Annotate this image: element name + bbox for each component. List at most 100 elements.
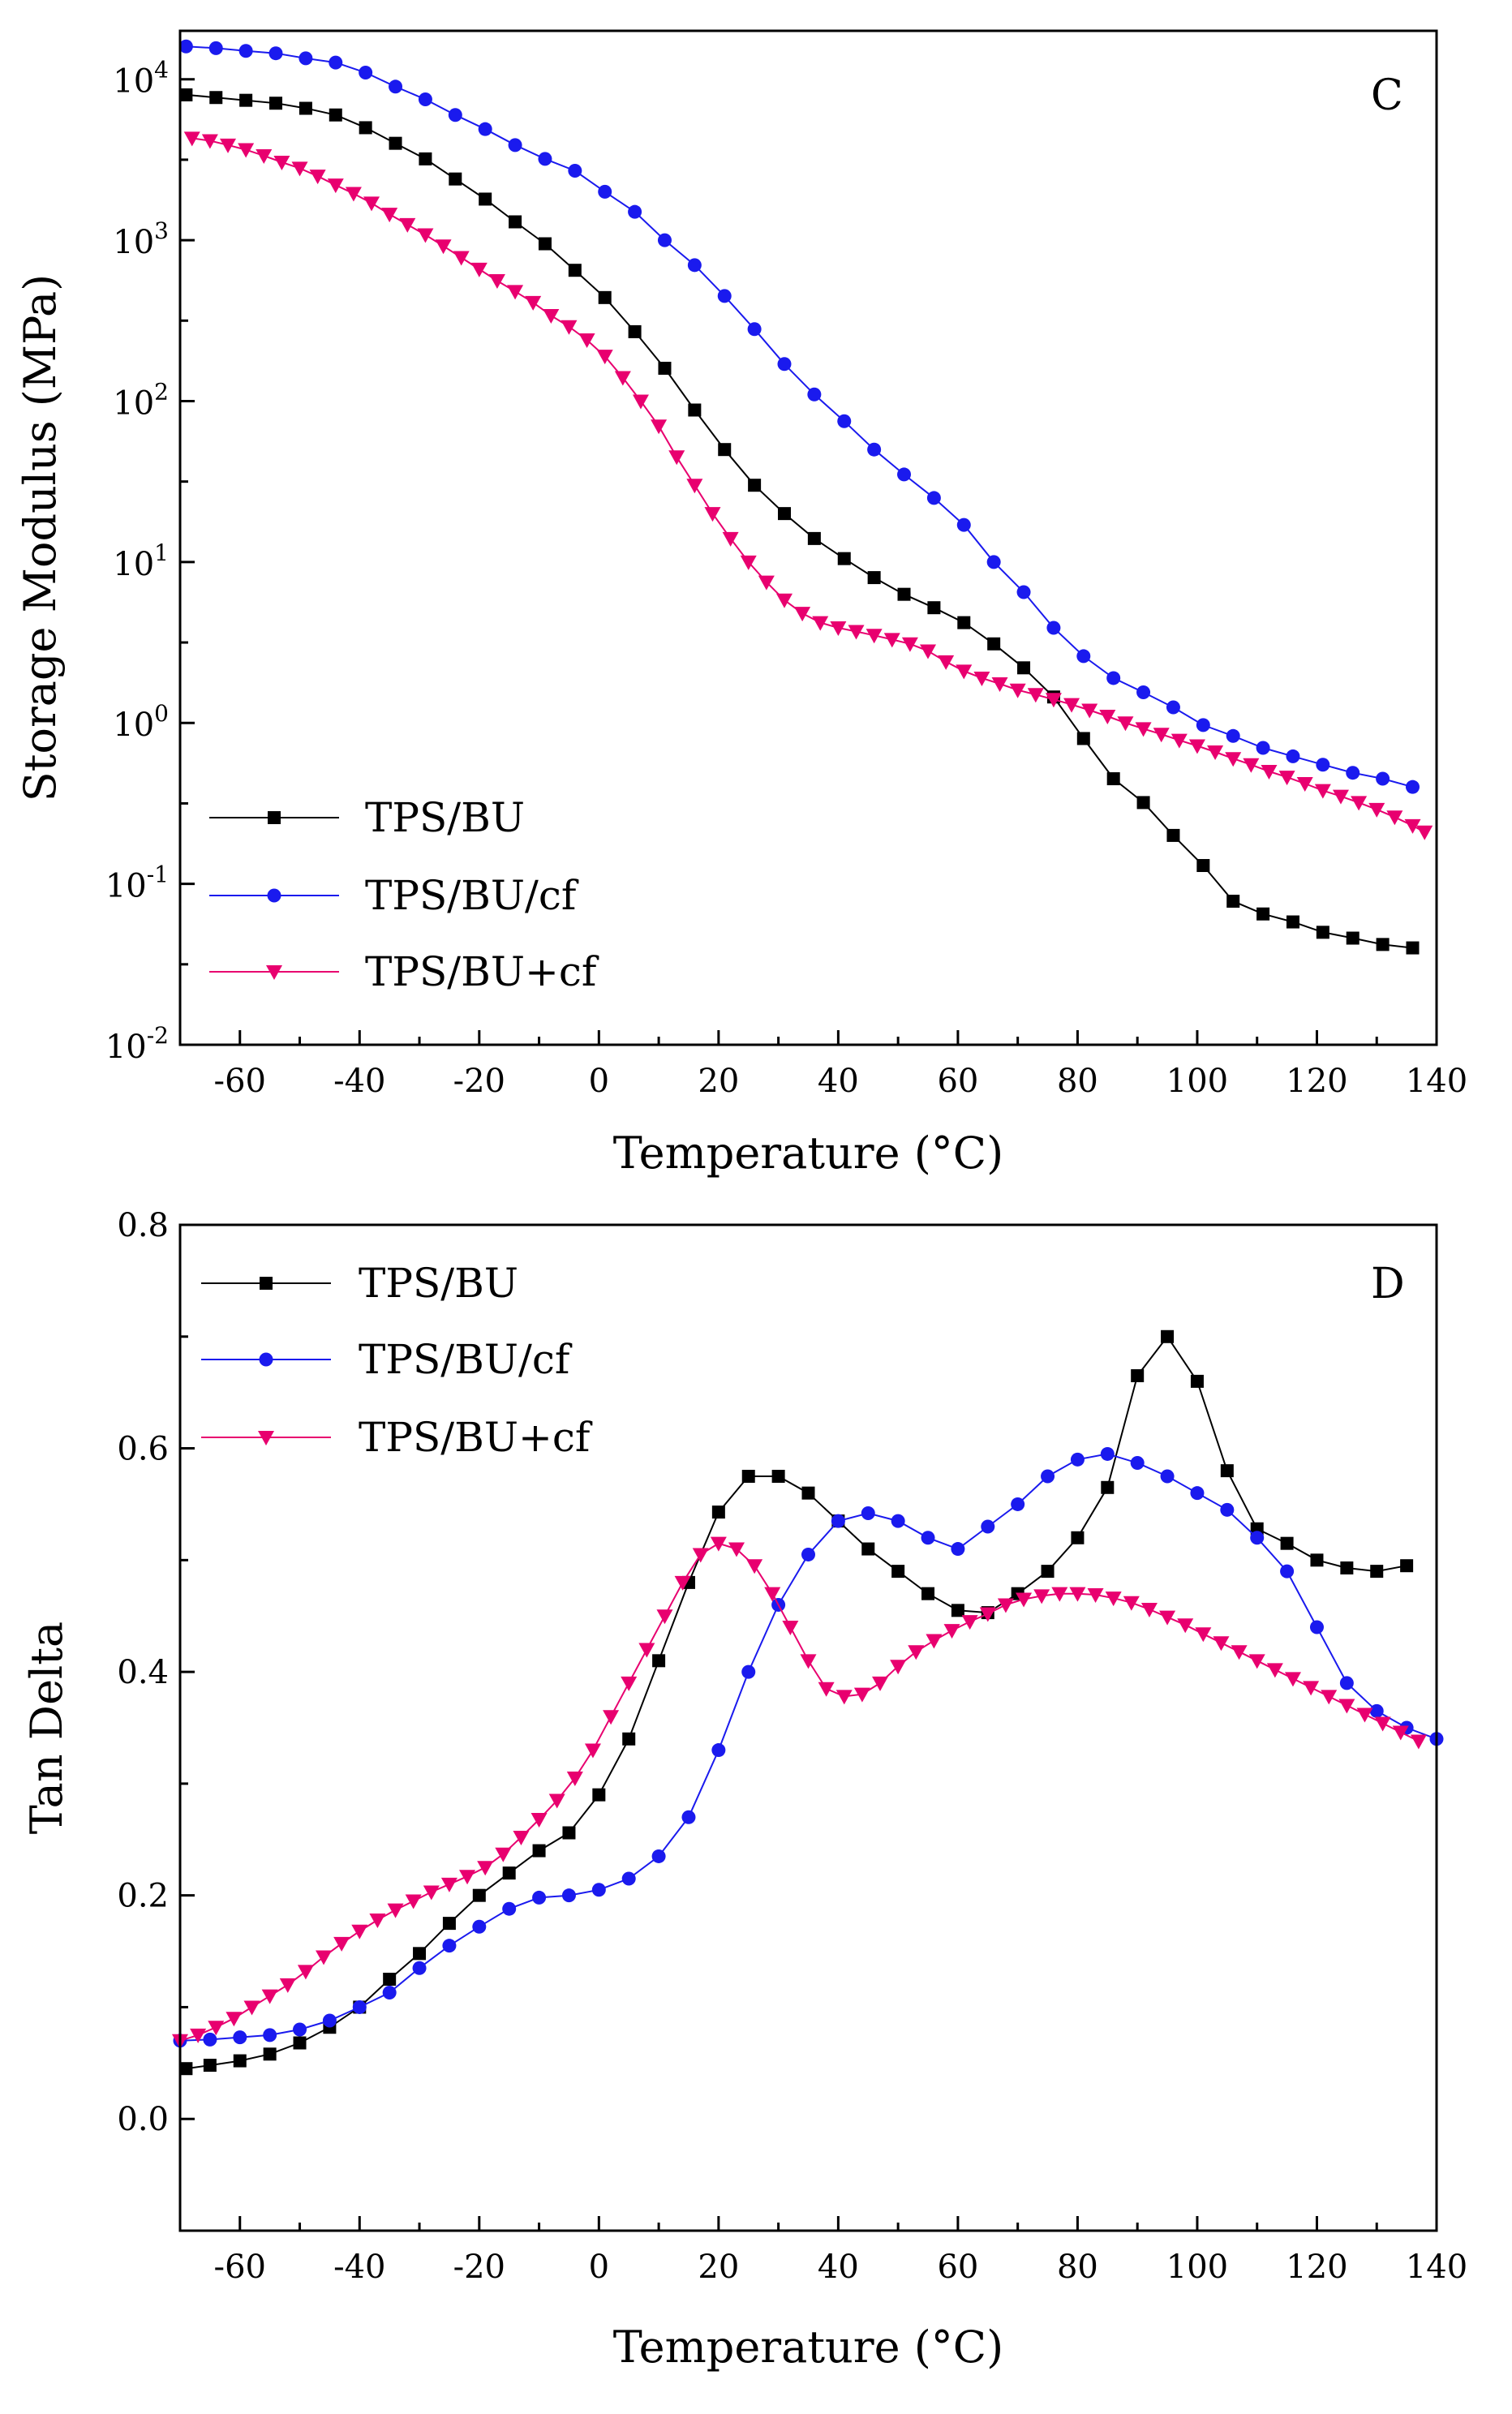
data-point-tps-bu-plus-cf bbox=[848, 625, 865, 640]
data-point-tps-bu-cf bbox=[1220, 1502, 1235, 1517]
data-point-tps-bu-cf bbox=[268, 46, 283, 61]
legend-marker-tps-bu bbox=[268, 811, 281, 824]
data-point-tps-bu-plus-cf bbox=[1225, 752, 1242, 767]
series-points-tps-bu bbox=[179, 88, 1420, 955]
data-point-tps-bu-plus-cf bbox=[369, 1913, 386, 1928]
data-point-tps-bu-plus-cf bbox=[1374, 1716, 1391, 1732]
data-point-tps-bu-plus-cf bbox=[853, 1687, 870, 1703]
data-point-tps-bu-cf bbox=[322, 2013, 337, 2028]
data-point-tps-bu-cf bbox=[861, 1506, 875, 1520]
legend-marker-tps-bu-plus-cf bbox=[266, 965, 282, 980]
y-tick-exponent: -2 bbox=[147, 1022, 169, 1049]
data-point-tps-bu bbox=[383, 1973, 397, 1986]
tan-delta-plot-frame bbox=[178, 1223, 1438, 2232]
data-point-tps-bu bbox=[1226, 895, 1240, 908]
panel-letter-c: C bbox=[1371, 71, 1403, 120]
data-point-tps-bu-cf bbox=[921, 1531, 935, 1545]
x-tick-label: 0 bbox=[589, 1063, 609, 1100]
data-point-tps-bu-plus-cf bbox=[1321, 1690, 1338, 1705]
x-tick-label: 40 bbox=[818, 1063, 859, 1100]
data-point-tps-bu-cf bbox=[1190, 1486, 1205, 1501]
data-point-tps-bu bbox=[1286, 915, 1299, 929]
legend-symbol-tps-bu bbox=[268, 811, 281, 824]
data-point-tps-bu bbox=[1346, 931, 1360, 945]
data-point-tps-bu-plus-cf bbox=[183, 131, 200, 147]
data-point-tps-bu bbox=[1310, 1553, 1324, 1567]
x-tick-label: 140 bbox=[1406, 2249, 1467, 2286]
data-point-tps-bu-plus-cf bbox=[1386, 810, 1403, 826]
data-point-tps-bu-cf bbox=[1100, 1446, 1115, 1461]
data-point-tps-bu-plus-cf bbox=[1051, 1587, 1068, 1602]
data-point-tps-bu-plus-cf bbox=[973, 671, 990, 686]
data-point-tps-bu-cf bbox=[1076, 649, 1091, 664]
data-point-tps-bu-plus-cf bbox=[1033, 1589, 1050, 1604]
x-tick-label: -60 bbox=[214, 2249, 266, 2286]
data-point-tps-bu-plus-cf bbox=[722, 531, 739, 547]
data-point-tps-bu bbox=[622, 1732, 636, 1746]
x-tick-label: 60 bbox=[937, 2249, 978, 2286]
data-point-tps-bu bbox=[233, 2054, 247, 2068]
data-point-tps-bu-cf bbox=[1041, 1469, 1055, 1484]
data-point-tps-bu-plus-cf bbox=[1207, 745, 1224, 761]
y-tick-base: 10 bbox=[113, 384, 154, 422]
x-tick-label: 100 bbox=[1166, 2249, 1228, 2286]
data-point-tps-bu-plus-cf bbox=[543, 309, 560, 324]
data-point-tps-bu-plus-cf bbox=[1213, 1636, 1230, 1652]
legend-marker-tps-bu-plus-cf bbox=[258, 1431, 274, 1445]
data-point-tps-bu-cf bbox=[538, 152, 552, 166]
data-point-tps-bu-plus-cf bbox=[1296, 776, 1313, 792]
data-point-tps-bu-plus-cf bbox=[835, 1690, 853, 1705]
series-points-tps-bu-cf bbox=[178, 39, 1420, 794]
y-tick-base: 10 bbox=[113, 546, 154, 583]
data-point-tps-bu-plus-cf bbox=[1177, 1618, 1194, 1634]
data-point-tps-bu-cf bbox=[1250, 1531, 1265, 1545]
data-point-tps-bu-cf bbox=[951, 1542, 965, 1557]
data-point-tps-bu-plus-cf bbox=[692, 1548, 709, 1563]
data-point-tps-bu-cf bbox=[1376, 771, 1390, 786]
data-point-tps-bu-plus-cf bbox=[316, 1950, 333, 1965]
data-point-tps-bu bbox=[1166, 828, 1180, 842]
data-point-tps-bu-plus-cf bbox=[423, 1885, 440, 1901]
data-point-tps-bu-plus-cf bbox=[638, 1643, 655, 1658]
data-point-tps-bu bbox=[389, 136, 402, 150]
data-point-tps-bu-plus-cf bbox=[1314, 784, 1331, 799]
data-point-tps-bu-plus-cf bbox=[794, 607, 811, 622]
data-point-tps-bu-cf bbox=[1280, 1564, 1295, 1579]
series-line-tps-bu-plus-cf bbox=[191, 137, 1425, 833]
y-tick-exponent: 3 bbox=[154, 217, 169, 244]
data-point-tps-bu bbox=[891, 1565, 905, 1579]
y-tick-exponent: 4 bbox=[154, 57, 169, 84]
data-point-tps-bu-plus-cf bbox=[435, 239, 452, 255]
data-point-tps-bu-cf bbox=[233, 2030, 247, 2045]
data-point-tps-bu-plus-cf bbox=[530, 1812, 548, 1828]
data-point-tps-bu bbox=[592, 1788, 606, 1802]
data-point-tps-bu-plus-cf bbox=[363, 196, 380, 212]
data-point-tps-bu-cf bbox=[532, 1890, 547, 1905]
data-point-tps-bu-cf bbox=[1070, 1452, 1085, 1467]
y-tick-base: 10 bbox=[105, 1029, 147, 1066]
data-point-tps-bu-cf bbox=[657, 233, 672, 247]
data-point-tps-bu-plus-cf bbox=[872, 1676, 889, 1691]
data-point-tps-bu-plus-cf bbox=[584, 1743, 601, 1759]
data-point-tps-bu-plus-cf bbox=[704, 507, 721, 522]
y-tick-label: 101 bbox=[113, 539, 169, 583]
data-point-tps-bu bbox=[209, 91, 223, 105]
data-point-tps-bu bbox=[1131, 1369, 1145, 1382]
data-point-tps-bu-plus-cf bbox=[1248, 1654, 1265, 1669]
data-point-tps-bu bbox=[1041, 1565, 1055, 1579]
data-point-tps-bu-plus-cf bbox=[297, 1965, 314, 1980]
data-point-tps-bu-plus-cf bbox=[291, 161, 308, 177]
data-point-tps-bu-plus-cf bbox=[1338, 1699, 1355, 1714]
data-point-tps-bu bbox=[628, 324, 642, 338]
data-point-tps-bu bbox=[203, 2059, 217, 2073]
x-tick-label: 20 bbox=[698, 1063, 739, 1100]
data-point-tps-bu-plus-cf bbox=[525, 295, 542, 311]
tan-delta-x-ticks: -60 -40 -20 0 20 40 60 80 100 120 140 bbox=[178, 2216, 1467, 2286]
y-tick-exponent: 0 bbox=[154, 700, 169, 727]
data-point-tps-bu-cf bbox=[382, 1986, 397, 2000]
data-point-tps-bu bbox=[1071, 1531, 1085, 1544]
data-point-tps-bu bbox=[299, 101, 312, 115]
data-point-tps-bu-plus-cf bbox=[1392, 1725, 1409, 1741]
data-point-tps-bu-plus-cf bbox=[279, 1978, 296, 1993]
